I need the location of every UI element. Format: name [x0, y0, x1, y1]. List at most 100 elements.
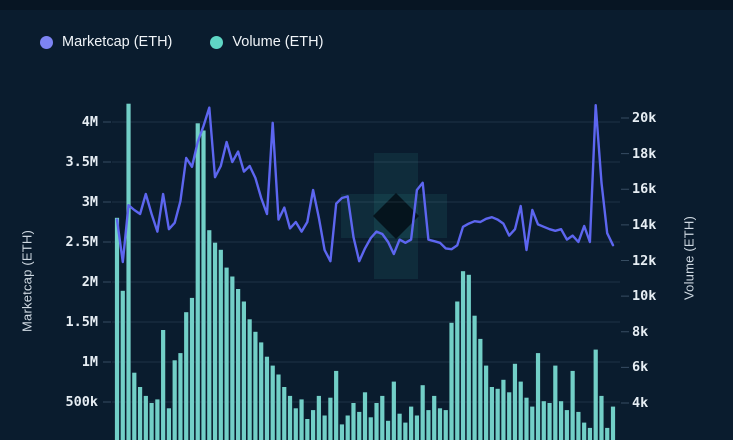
volume-bar[interactable] — [224, 267, 229, 440]
volume-bar[interactable] — [201, 130, 206, 440]
volume-bar[interactable] — [236, 289, 241, 440]
volume-bar[interactable] — [287, 395, 293, 440]
volume-bar[interactable] — [247, 319, 252, 440]
volume-bar[interactable] — [547, 403, 552, 440]
volume-bar[interactable] — [397, 413, 402, 440]
volume-bar[interactable] — [322, 415, 327, 440]
volume-bar[interactable] — [334, 370, 339, 440]
right-tick-4k: 4k — [632, 395, 649, 411]
volume-bar[interactable] — [466, 274, 471, 440]
volume-bar[interactable] — [345, 415, 350, 440]
volume-bar[interactable] — [512, 363, 518, 440]
volume-bar[interactable] — [460, 271, 466, 440]
left-tick-2.5M: 2.5M — [65, 234, 98, 250]
volume-bar[interactable] — [149, 403, 154, 440]
volume-bar[interactable] — [218, 249, 223, 440]
volume-bar[interactable] — [253, 331, 258, 440]
volume-bar[interactable] — [259, 342, 264, 440]
volume-bar[interactable] — [184, 312, 189, 440]
volume-bar[interactable] — [299, 399, 304, 440]
volume-bar[interactable] — [391, 381, 396, 440]
volume-bar[interactable] — [432, 395, 437, 440]
volume-bar[interactable] — [558, 401, 564, 440]
volume-bar[interactable] — [380, 395, 385, 440]
volume-bar[interactable] — [276, 374, 281, 440]
volume-bar[interactable] — [414, 415, 420, 440]
volume-bar[interactable] — [212, 242, 218, 440]
volume-bar[interactable] — [570, 370, 575, 440]
volume-bar[interactable] — [541, 401, 546, 440]
volume-bar[interactable] — [132, 372, 137, 440]
volume-bar[interactable] — [357, 411, 362, 440]
legend-item-volume[interactable]: Volume (ETH) — [210, 34, 323, 50]
volume-bar[interactable] — [137, 387, 143, 440]
right-tick-20k: 20k — [632, 110, 657, 126]
left-tick-3M: 3M — [81, 194, 98, 210]
volume-bar[interactable] — [495, 388, 500, 440]
volume-bar[interactable] — [420, 385, 425, 440]
volume-bar[interactable] — [409, 406, 414, 440]
volume-bar[interactable] — [305, 419, 310, 440]
volume-bar[interactable] — [587, 427, 593, 440]
volume-bar[interactable] — [507, 392, 512, 440]
volume-bar[interactable] — [535, 353, 541, 440]
right-tick-6k: 6k — [632, 359, 649, 376]
volume-bar[interactable] — [328, 397, 333, 440]
volume-bar[interactable] — [426, 410, 431, 440]
volume-bar[interactable] — [610, 406, 616, 440]
volume-bar[interactable] — [166, 408, 172, 440]
volume-bar[interactable] — [161, 330, 166, 440]
volume-bar[interactable] — [172, 360, 177, 440]
volume-bar[interactable] — [293, 408, 298, 440]
volume-bar[interactable] — [310, 410, 316, 440]
volume-bar[interactable] — [582, 422, 587, 440]
volume-bar[interactable] — [524, 397, 529, 440]
legend-item-marketcap[interactable]: Marketcap (ETH) — [40, 34, 172, 50]
volume-bar[interactable] — [530, 406, 535, 440]
volume-bar[interactable] — [501, 379, 506, 440]
volume-bar[interactable] — [368, 417, 373, 440]
volume-bar[interactable] — [189, 297, 195, 440]
left-axis-title: Marketcap (ETH) — [19, 230, 35, 332]
volume-bar[interactable] — [564, 410, 569, 440]
volume-bar[interactable] — [593, 349, 598, 440]
volume-bar[interactable] — [518, 381, 523, 440]
volume-bar[interactable] — [126, 103, 131, 440]
volume-bar[interactable] — [489, 387, 494, 440]
volume-bar[interactable] — [264, 356, 270, 440]
volume-bar[interactable] — [339, 424, 345, 440]
volume-bar[interactable] — [403, 422, 408, 440]
volume-bar[interactable] — [478, 338, 483, 440]
volume-bar[interactable] — [120, 290, 125, 440]
volume-bar[interactable] — [484, 365, 489, 440]
volume-bar[interactable] — [282, 387, 287, 440]
volume-bar[interactable] — [437, 408, 443, 440]
volume-bar[interactable] — [455, 301, 460, 440]
left-tick-2M: 2M — [81, 274, 98, 290]
legend-label-volume: Volume (ETH) — [232, 34, 324, 50]
volume-bar[interactable] — [576, 411, 581, 440]
volume-bar[interactable] — [443, 410, 448, 440]
volume-bar[interactable] — [553, 365, 558, 440]
volume-bar[interactable] — [362, 392, 368, 440]
volume-bar[interactable] — [230, 276, 235, 440]
volume-bar[interactable] — [241, 301, 246, 440]
volume-bar[interactable] — [114, 217, 120, 440]
volume-bar[interactable] — [143, 395, 148, 440]
volume-bar[interactable] — [472, 315, 477, 440]
volume-bar[interactable] — [351, 403, 356, 440]
volume-bar[interactable] — [374, 403, 379, 440]
volume-bar[interactable] — [178, 353, 183, 440]
volume-bar[interactable] — [385, 420, 391, 440]
volume-bar[interactable] — [270, 365, 275, 440]
volume-bar[interactable] — [449, 322, 454, 440]
volume-bar[interactable] — [155, 399, 160, 440]
marketcap-line[interactable] — [115, 103, 615, 264]
volume-bar[interactable] — [605, 427, 610, 440]
volume-bar[interactable] — [599, 395, 604, 440]
volume-bar[interactable] — [316, 395, 321, 440]
volume-bar[interactable] — [195, 123, 200, 440]
volume-bar[interactable] — [207, 230, 212, 440]
